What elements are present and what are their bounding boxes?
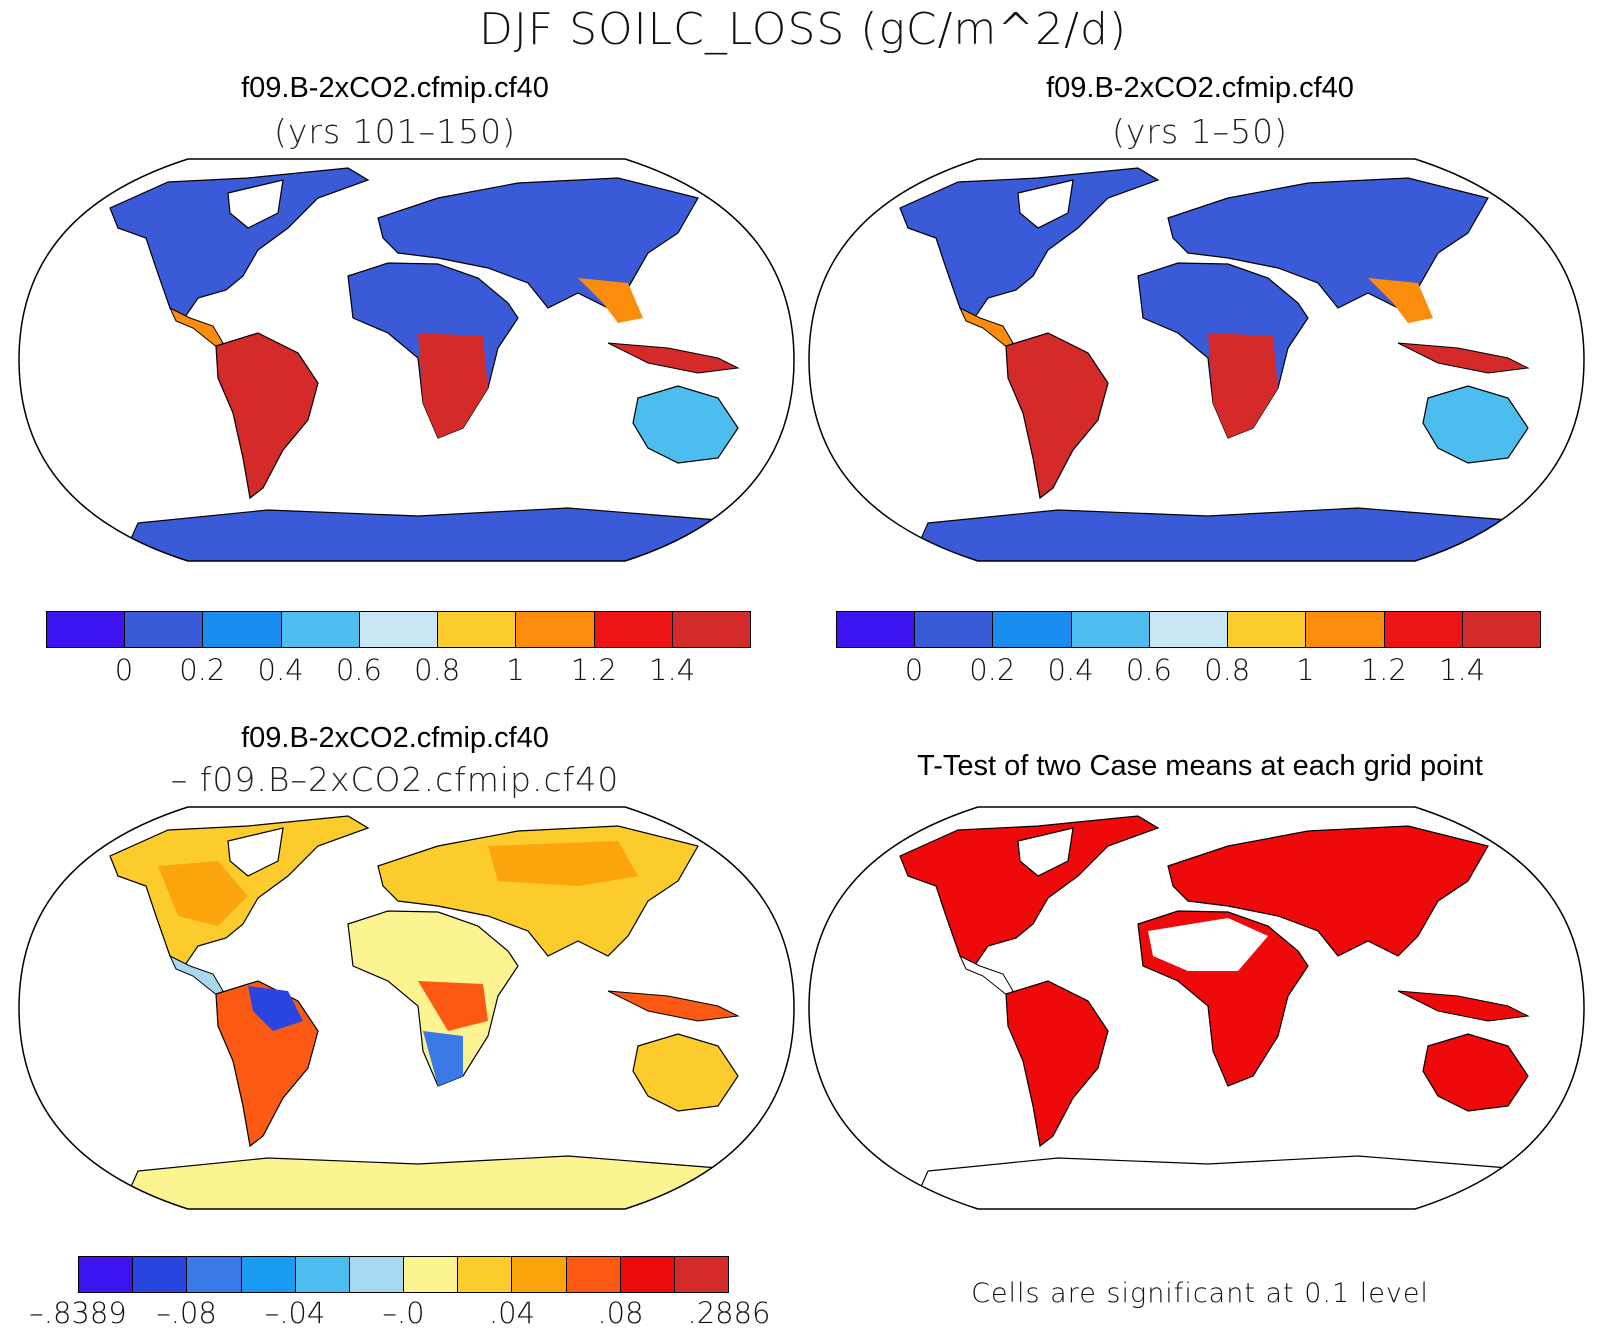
colorbar-tick-label: 1.4 <box>649 653 696 687</box>
colorbar-swatch <box>516 612 595 647</box>
colorbar-swatch <box>672 612 750 647</box>
panel3-colorbar-ticks: –.8389 –.08 –.04 –.0 .04 .08 .2886 <box>0 1296 800 1330</box>
south-america <box>215 332 319 500</box>
panel4-map <box>808 806 1585 1210</box>
australia <box>632 385 739 464</box>
colorbar-swatch <box>512 1257 567 1292</box>
colorbar-swatch <box>993 612 1072 647</box>
colorbar-swatch <box>915 612 994 647</box>
colorbar-swatch <box>241 1257 296 1292</box>
colorbar-tick-label: .04 <box>488 1296 536 1330</box>
panel3-subtitle: – f09.B–2xCO2.cfmip.cf40 <box>170 760 620 799</box>
colorbar-swatch <box>1149 612 1229 647</box>
colorbar-swatch <box>837 612 916 647</box>
colorbar-tick-label: 1 <box>1296 653 1315 687</box>
panel2-title: f09.B-2xCO2.cfmip.cf40 <box>1046 72 1354 104</box>
panel4-title: T-Test of two Case means at each grid po… <box>917 750 1483 782</box>
panel1-colorbar-ticks: 0 0.2 0.4 0.6 0.8 1 1.2 1.4 <box>0 653 800 687</box>
colorbar-tick-label: –.08 <box>156 1296 217 1330</box>
colorbar-swatch <box>1384 612 1463 647</box>
panel1-land <box>109 167 740 561</box>
colorbar-swatch <box>125 612 204 647</box>
colorbar-tick-label: 0.4 <box>1047 653 1094 687</box>
colorbar-tick-label: 1 <box>506 653 525 687</box>
colorbar-tick-label: –.0 <box>382 1296 425 1330</box>
colorbar-tick-label: 1.2 <box>570 653 617 687</box>
colorbar-tick-label: 0 <box>904 653 924 687</box>
central-america <box>168 306 224 349</box>
se-asia <box>578 278 643 323</box>
colorbar-tick-label: 0.2 <box>179 653 226 687</box>
panel3-title: f09.B-2xCO2.cfmip.cf40 <box>241 722 549 754</box>
colorbar-swatch <box>594 612 673 647</box>
north-america <box>109 167 370 321</box>
panel1-colorbar <box>46 611 751 648</box>
panel1-subtitle: (yrs 101–150) <box>273 112 516 151</box>
colorbar-swatch <box>1228 612 1307 647</box>
panel2-land <box>899 167 1530 561</box>
indonesia <box>607 342 740 374</box>
colorbar-tick-label: 0.8 <box>1204 653 1251 687</box>
colorbar-tick-label: 1.4 <box>1439 653 1486 687</box>
colorbar-swatch <box>458 1257 513 1292</box>
colorbar-swatch <box>47 612 126 647</box>
panel1-title: f09.B-2xCO2.cfmip.cf40 <box>241 72 549 104</box>
colorbar-swatch <box>133 1257 188 1292</box>
colorbar-tick-label: 1.2 <box>1360 653 1407 687</box>
colorbar-swatch <box>1462 612 1540 647</box>
panel2-colorbar-ticks: 0 0.2 0.4 0.6 0.8 1 1.2 1.4 <box>0 653 1606 687</box>
colorbar-tick-label: –.8389 <box>29 1296 127 1330</box>
panel2-subtitle: (yrs 1–50) <box>1111 112 1288 151</box>
colorbar-tick-label: .2886 <box>687 1296 771 1330</box>
colorbar-swatch <box>1306 612 1385 647</box>
colorbar-tick-label: 0.6 <box>1125 653 1172 687</box>
panel3-land <box>109 815 740 1209</box>
colorbar-swatch <box>1071 612 1150 647</box>
panel2-map <box>808 158 1585 562</box>
colorbar-swatch <box>281 612 360 647</box>
significance-note: Cells are significant at 0.1 level <box>971 1278 1429 1309</box>
colorbar-swatch <box>359 612 439 647</box>
colorbar-swatch <box>404 1257 459 1292</box>
colorbar-swatch <box>566 1257 621 1292</box>
colorbar-swatch <box>187 1257 242 1292</box>
panel1-map <box>18 158 795 562</box>
antarctica <box>117 507 739 561</box>
colorbar-tick-label: 0.6 <box>335 653 382 687</box>
colorbar-swatch <box>620 1257 675 1292</box>
colorbar-tick-label: 0 <box>114 653 134 687</box>
colorbar-tick-label: .08 <box>597 1296 644 1330</box>
colorbar-tick-label: 0.4 <box>257 653 304 687</box>
colorbar-swatch <box>438 612 517 647</box>
panel2-colorbar <box>836 611 1541 648</box>
colorbar-swatch <box>203 612 282 647</box>
panel4-land <box>899 815 1530 1209</box>
colorbar-swatch <box>349 1257 405 1292</box>
main-title: DJF SOILC_LOSS (gC/m^2/d) <box>478 4 1128 55</box>
colorbar-swatch <box>674 1257 729 1292</box>
panel3-colorbar <box>78 1256 729 1293</box>
greenland <box>227 179 284 229</box>
africa-south <box>418 333 488 438</box>
colorbar-tick-label: –.04 <box>264 1296 326 1330</box>
colorbar-tick-label: 0.2 <box>969 653 1016 687</box>
panel3-map <box>18 806 795 1210</box>
colorbar-swatch <box>295 1257 350 1292</box>
colorbar-tick-label: 0.8 <box>414 653 461 687</box>
colorbar-swatch <box>79 1257 134 1292</box>
